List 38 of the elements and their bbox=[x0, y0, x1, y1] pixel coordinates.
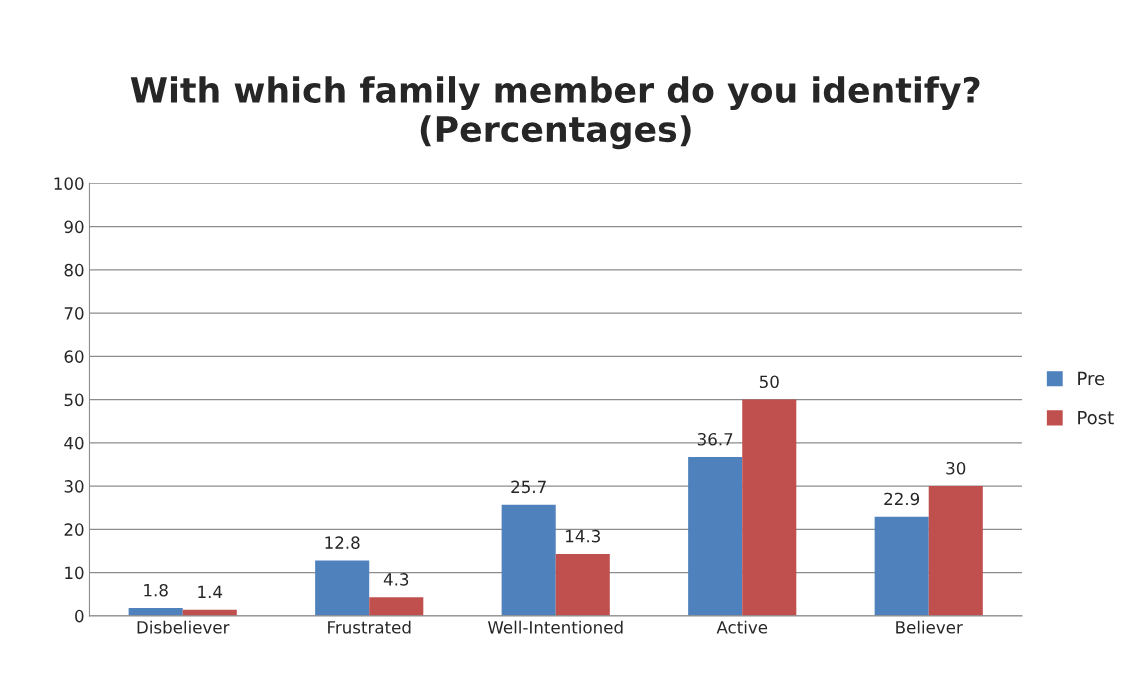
y-tick-label: 0 bbox=[75, 609, 84, 623]
bar bbox=[128, 608, 183, 616]
y-tick-label: 60 bbox=[64, 350, 84, 363]
data-label: 30 bbox=[946, 461, 966, 475]
data-label: 14.3 bbox=[566, 529, 600, 543]
y-tick-label: 40 bbox=[64, 436, 84, 450]
data-label: 4.3 bbox=[383, 573, 409, 586]
data-label: 22.9 bbox=[884, 492, 920, 506]
data-label: 1.8 bbox=[144, 583, 168, 597]
data-label: 36.7 bbox=[697, 432, 733, 446]
y-tick-label: 20 bbox=[64, 523, 84, 536]
bar bbox=[688, 457, 743, 616]
bar bbox=[742, 399, 797, 616]
y-tick-label: 90 bbox=[64, 220, 84, 234]
x-tick-label: Disbeliever bbox=[137, 620, 230, 634]
y-tick-label: 70 bbox=[64, 307, 84, 320]
data-label: 1.4 bbox=[198, 585, 223, 598]
data-label: 12.8 bbox=[325, 536, 360, 549]
legend-label: Pre bbox=[1078, 371, 1105, 386]
bar bbox=[315, 560, 370, 616]
bar bbox=[501, 504, 556, 616]
y-tick-label: 50 bbox=[64, 393, 84, 407]
chart-title: With which family member do you identify? (Percentages) bbox=[130, 76, 980, 150]
legend-label: Post bbox=[1078, 410, 1114, 425]
x-tick-label: Frustrated bbox=[328, 620, 411, 634]
y-tick-label: 80 bbox=[64, 263, 84, 277]
bar bbox=[928, 486, 983, 616]
y-tick-label: 100 bbox=[54, 177, 84, 190]
y-tick-label: 30 bbox=[64, 480, 84, 493]
y-tick-label: 10 bbox=[65, 566, 84, 580]
data-label: 25.7 bbox=[511, 480, 546, 494]
bar bbox=[555, 554, 610, 616]
x-tick-label: Well-Intentioned bbox=[487, 620, 623, 634]
data-label: 50 bbox=[759, 375, 779, 389]
bar bbox=[369, 597, 424, 616]
bar bbox=[874, 516, 929, 616]
x-tick-label: Active bbox=[716, 620, 768, 634]
x-tick-label: Believer bbox=[896, 620, 963, 634]
